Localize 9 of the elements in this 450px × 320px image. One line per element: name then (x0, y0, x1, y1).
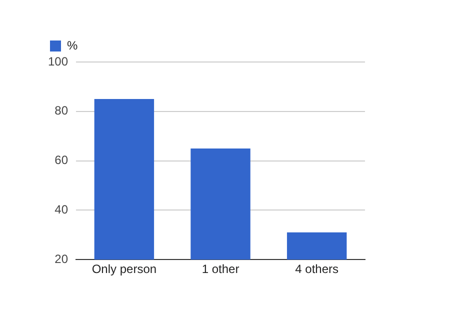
y-tick-label: 100 (48, 54, 68, 68)
x-tick-label: 1 other (202, 262, 240, 276)
y-tick-label: 80 (54, 104, 68, 118)
x-tick-label: Only person (92, 262, 157, 276)
x-tick-label: 4 others (295, 262, 339, 276)
y-tick-label: 20 (54, 252, 68, 266)
y-tick-label: 60 (54, 153, 68, 168)
legend-label: % (67, 38, 78, 52)
y-tick-label: 40 (54, 202, 68, 217)
